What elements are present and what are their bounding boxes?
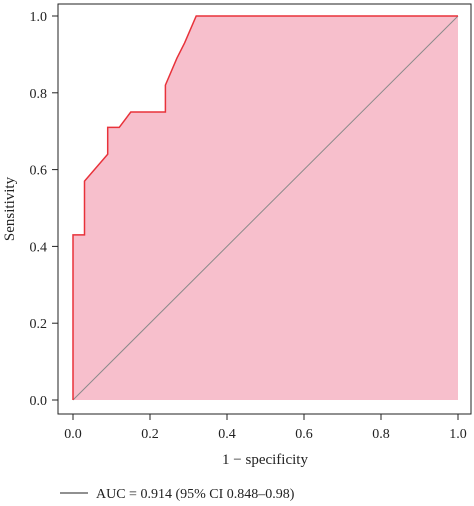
x-tick-label: 0.0 (64, 427, 82, 442)
plot-area (57, 3, 472, 415)
x-tick-label: 0.2 (141, 427, 159, 442)
x-tick-label: 0.6 (295, 427, 313, 442)
x-tick-label: 0.8 (372, 427, 390, 442)
legend-label: AUC = 0.914 (95% CI 0.848–0.98) (96, 487, 295, 502)
plot-frame (57, 3, 472, 415)
y-tick-label: 0.8 (30, 87, 48, 102)
y-tick-label: 0.6 (30, 164, 48, 179)
y-tick-label: 0.0 (30, 394, 48, 409)
x-axis: 0.0 0.2 0.4 0.6 0.8 1.0 (64, 414, 467, 442)
y-tick-label: 1.0 (30, 10, 48, 25)
x-tick-label: 0.4 (218, 427, 236, 442)
y-tick-label: 0.4 (30, 240, 48, 255)
x-axis-title: 1 − specificity (222, 452, 308, 468)
roc-curve-line (72, 15, 458, 400)
legend: AUC = 0.914 (95% CI 0.848–0.98) (60, 487, 295, 502)
y-axis-title: Sensitivity (2, 176, 18, 241)
x-tick-label: 1.0 (449, 427, 467, 442)
y-axis: 0.0 0.2 0.4 0.6 0.8 1.0 (30, 10, 58, 409)
reference-diagonal (72, 15, 459, 401)
y-tick-label: 0.2 (30, 317, 48, 332)
